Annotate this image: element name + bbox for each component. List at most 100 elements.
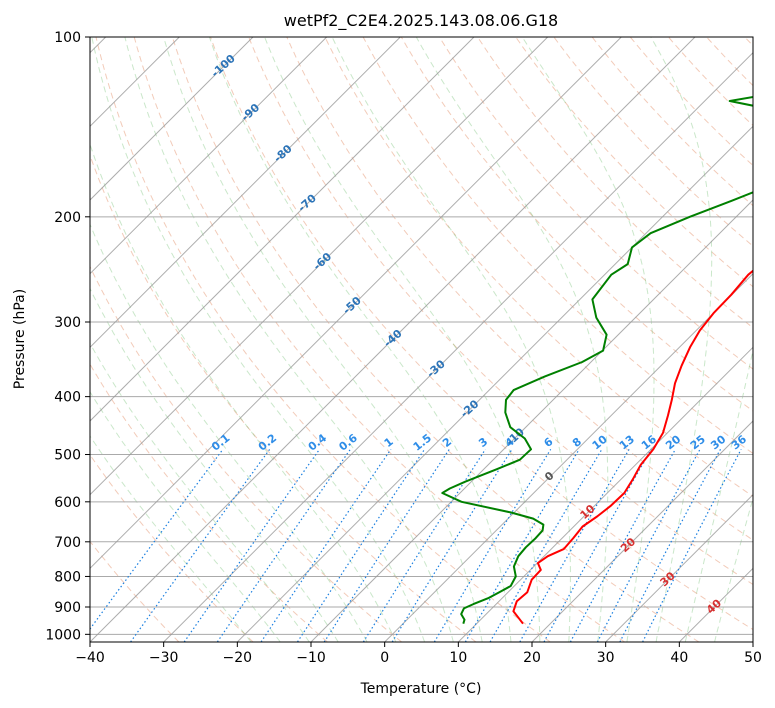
isotherm-gridline: [90, 37, 549, 496]
mixing-ratio-line: [362, 448, 486, 642]
dry-adiabat: [90, 265, 403, 642]
dry-adiabat: [171, 37, 700, 642]
x-tick-label: −30: [149, 650, 179, 666]
mixing-ratio-line: [391, 448, 513, 642]
chart-title: wetPf2_C2E4.2025.143.08.06.G18: [284, 11, 558, 31]
y-tick-label: 600: [54, 495, 81, 511]
mixing-ratio-label: 0.1: [209, 431, 232, 453]
isotherm-gridline: [90, 37, 475, 422]
isotherm-gridline: [90, 37, 696, 642]
isotherm-gridline: [384, 272, 753, 642]
mixing-ratio-label: 25: [688, 433, 708, 453]
dry-adiabat: [324, 37, 753, 498]
moist-adiabat: [415, 37, 609, 642]
mixing-ratio-line: [464, 448, 580, 642]
dewpoint-profile-line: [441, 95, 753, 624]
dry-adiabat: [248, 37, 753, 586]
moist-adiabat: [90, 223, 368, 642]
dry-adiabat: [133, 37, 625, 642]
dry-adiabat: [362, 37, 753, 455]
y-tick-label: 200: [54, 210, 81, 226]
mixing-ratio-label: 0.6: [337, 431, 361, 453]
dry-adiabat: [591, 37, 753, 207]
dry-adiabat: [400, 37, 753, 412]
y-tick-label: 300: [54, 315, 81, 331]
x-tick-label: −20: [223, 650, 253, 666]
moist-adiabat: [714, 496, 753, 642]
x-tick-label: 30: [597, 650, 615, 666]
isotherm-gridline: [163, 51, 753, 642]
x-tick-label: 20: [523, 650, 541, 666]
mixing-ratio-label: 2: [440, 435, 454, 450]
isotherm-gridline: [90, 37, 328, 275]
x-axis-label: Temperature (°C): [360, 681, 482, 697]
moist-adiabat: [90, 435, 252, 642]
dry-adiabat: [706, 37, 753, 87]
mixing-ratio-line: [323, 448, 450, 642]
x-tick-label: 10: [449, 650, 467, 666]
moist-adiabat: [90, 342, 310, 642]
plot-area: 0.1 0.2 0.4 0.6 1 1.5 2 3 4 6 8 10 13 16 20 25 30 36-100-…: [90, 37, 753, 642]
mixing-ratio-line: [260, 448, 392, 642]
isotherm-gridline: [236, 125, 753, 642]
isotherm-gridline: [310, 199, 753, 642]
y-tick-label: 900: [54, 600, 81, 616]
mixing-ratio-label: 36: [729, 432, 749, 452]
dry-adiabat: [210, 37, 753, 631]
mixing-ratio-label: 0.2: [256, 431, 279, 453]
y-axis-label: Pressure (hPa): [12, 289, 28, 389]
mixing-ratio-line: [183, 448, 321, 642]
x-tick-label: 0: [380, 650, 389, 666]
y-tick-label: 1000: [45, 627, 81, 643]
isotherm-gridline: [457, 346, 753, 642]
isotherm-gridline: [90, 37, 622, 570]
dry-adiabat: [90, 154, 477, 642]
mixing-ratio-label: 1: [382, 435, 396, 450]
y-tick-label: 700: [54, 535, 81, 551]
moist-adiabat: [124, 37, 454, 642]
mixing-ratio-line: [296, 448, 426, 642]
mixing-ratio-line: [90, 448, 224, 630]
moist-adiabat: [91, 37, 426, 642]
mixing-ratio-label: 3: [476, 435, 490, 450]
x-tick-label: −40: [75, 650, 105, 666]
mixing-ratio-line: [619, 449, 722, 642]
mixing-ratio-line: [642, 449, 742, 642]
mixing-ratio-label: 30: [708, 432, 728, 452]
mixing-ratio-label: 1.5: [411, 431, 434, 453]
mixing-ratio-label: 0.4: [306, 431, 330, 453]
moist-adiabat: [90, 390, 281, 642]
dry-adiabat: [515, 37, 753, 288]
mixing-ratio-label: 8: [570, 435, 584, 450]
y-tick-label: 100: [54, 30, 81, 46]
dry-adiabat: [95, 37, 551, 642]
dry-adiabat: [90, 363, 328, 642]
isotherm-gridline: [531, 420, 753, 642]
y-tick-label: 400: [54, 390, 81, 406]
y-tick-label: 500: [54, 448, 81, 464]
moist-adiabat: [684, 347, 753, 642]
dry-adiabat: [438, 37, 753, 370]
plot-frame: [89, 36, 754, 643]
dry-adiabat: [744, 37, 753, 47]
x-tick-label: 40: [670, 650, 688, 666]
mixing-ratio-label: 6: [542, 435, 556, 450]
moist-adiabat: [163, 37, 483, 642]
isotherm-gridline: [90, 37, 254, 201]
x-tick-label: 50: [744, 650, 762, 666]
mixing-ratio-line: [569, 449, 676, 642]
moist-adiabat: [90, 142, 397, 642]
mixing-ratio-label: 20: [663, 432, 683, 452]
isotherm-gridline: [90, 37, 401, 349]
mixing-ratio-line: [130, 448, 271, 642]
isotherm-gridline: [752, 641, 753, 642]
axes: −40 −30 −20 −10 0 10 20 30 40 5010020030040050060…: [45, 30, 762, 666]
mixing-ratio-label: 13: [617, 433, 637, 453]
dry-adiabat: [90, 453, 254, 642]
x-tick-label: −10: [296, 650, 326, 666]
dry-adiabat: [668, 37, 753, 127]
isotherm-gridline: [605, 493, 753, 642]
dry-adiabat: [553, 37, 753, 247]
y-tick-label: 800: [54, 569, 81, 585]
